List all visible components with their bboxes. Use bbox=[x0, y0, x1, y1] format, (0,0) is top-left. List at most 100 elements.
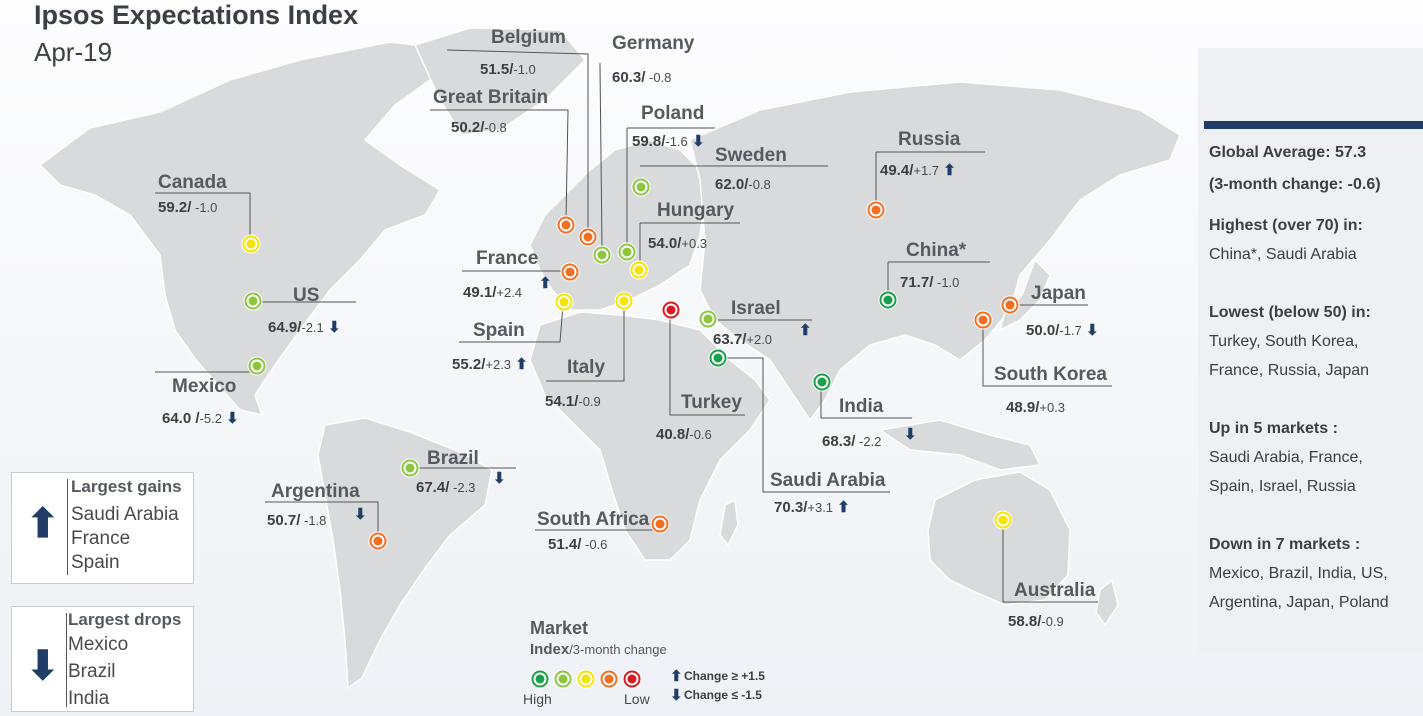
lowest-list-1: Turkey, South Korea, bbox=[1209, 333, 1359, 350]
marker-australia-ring bbox=[996, 513, 1010, 527]
australia-landmass bbox=[927, 471, 1071, 606]
lowest-heading: Lowest (below 50) in: bbox=[1209, 304, 1371, 321]
value-israel: 63.7/+2.0 bbox=[713, 331, 773, 348]
label-belgium: Belgium bbox=[491, 27, 566, 48]
up-list-1: Saudi Arabia, France, bbox=[1209, 449, 1363, 466]
legend-high: High bbox=[523, 691, 552, 707]
up-list-2: Spain, Israel, Russia bbox=[1209, 478, 1356, 495]
value-spain: 55.2/+2.3 ⬆ bbox=[452, 356, 528, 373]
marker-russia-ring bbox=[869, 203, 883, 217]
value-poland: 59.8/-1.6 ⬇ bbox=[632, 133, 705, 150]
marker-italy-ring bbox=[617, 294, 631, 308]
indonesia-landmass bbox=[878, 419, 1042, 471]
up-heading: Up in 5 markets : bbox=[1209, 420, 1338, 437]
marker-germany-ring bbox=[595, 248, 609, 262]
down-arrow-icon: ⬇ bbox=[327, 319, 341, 336]
lowest-list-2: France, Russia, Japan bbox=[1209, 362, 1370, 379]
label-mexico: Mexico bbox=[172, 376, 237, 397]
marker-argentina-ring bbox=[371, 534, 385, 548]
gains-item: Spain bbox=[71, 552, 120, 573]
page-subtitle: Apr-19 bbox=[34, 37, 113, 67]
gains-item: Saudi Arabia bbox=[71, 504, 179, 525]
label-spain: Spain bbox=[473, 320, 525, 341]
down-arrow-icon: ⬇ bbox=[691, 133, 705, 150]
india-down-arrow-icon: ⬇ bbox=[904, 426, 917, 443]
marker-india-ring bbox=[815, 375, 829, 389]
value-japan: 50.0/-1.7 ⬇ bbox=[1026, 322, 1099, 339]
label-japan: Japan bbox=[1031, 283, 1086, 304]
value-brazil: 67.4/ -2.3 bbox=[416, 479, 476, 496]
label-china: China* bbox=[906, 240, 967, 261]
value-russia: 49.4/+1.7 ⬆ bbox=[880, 162, 956, 179]
page-title: Ipsos Expectations Index bbox=[34, 0, 359, 30]
label-argentina: Argentina bbox=[271, 481, 360, 502]
marker-sweden-ring bbox=[634, 180, 648, 194]
label-south-korea: South Korea bbox=[994, 364, 1107, 385]
value-germany: 60.3/ -0.8 bbox=[612, 69, 672, 86]
marker-us-ring bbox=[246, 294, 260, 308]
new-zealand-landmass bbox=[1095, 578, 1119, 627]
drops-item: Brazil bbox=[68, 661, 116, 682]
marker-hungary-ring bbox=[632, 263, 646, 277]
drops-heading: Largest drops bbox=[68, 610, 182, 629]
down-heading: Down in 7 markets : bbox=[1209, 536, 1361, 553]
legend-up-arrow-icon: ⬆ bbox=[670, 668, 683, 685]
value-argentina: 50.7/ -1.8 bbox=[267, 512, 327, 529]
label-saudi-arabia: Saudi Arabia bbox=[770, 470, 886, 491]
value-australia: 58.8/-0.9 bbox=[1008, 613, 1064, 630]
global-average: Global Average: 57.3 bbox=[1209, 144, 1367, 161]
value-south-korea: 48.9/+0.3 bbox=[1006, 399, 1066, 416]
largest-drops-box: ⬇ Largest drops Mexico Brazil India bbox=[11, 606, 194, 712]
label-israel: Israel bbox=[731, 298, 781, 319]
legend-subtitle: Index/3-month change bbox=[530, 641, 667, 658]
marker-israel-ring bbox=[701, 312, 715, 326]
drops-divider bbox=[66, 613, 67, 707]
down-arrow-icon: ⬇ bbox=[226, 410, 239, 427]
value-china: 71.7/ -1.0 bbox=[900, 274, 960, 291]
drops-item: Mexico bbox=[68, 634, 129, 655]
israel-up-arrow-icon: ⬆ bbox=[799, 322, 812, 339]
label-australia: Australia bbox=[1014, 580, 1096, 601]
markers bbox=[241, 177, 1020, 551]
south-america-landmass bbox=[317, 417, 493, 690]
gains-item: France bbox=[71, 528, 131, 549]
brazil-down-arrow-icon: ⬇ bbox=[493, 470, 506, 487]
value-italy: 54.1/-0.9 bbox=[545, 393, 601, 410]
marker-spain-ring bbox=[557, 295, 571, 309]
value-india: 68.3/ -2.2 bbox=[822, 433, 882, 450]
label-brazil: Brazil bbox=[427, 448, 479, 469]
label-turkey: Turkey bbox=[681, 392, 742, 413]
down-list-2: Argentina, Japan, Poland bbox=[1209, 594, 1389, 611]
label-great-britain: Great Britain bbox=[433, 87, 549, 108]
label-poland: Poland bbox=[641, 103, 705, 124]
value-us: 64.9/-2.1 ⬇ bbox=[268, 319, 341, 336]
marker-saudi-arabia-ring bbox=[711, 351, 725, 365]
up-arrow-icon: ⬆ bbox=[943, 162, 956, 179]
highest-heading: Highest (over 70) in: bbox=[1209, 217, 1363, 234]
marker-japan-ring bbox=[1003, 298, 1017, 312]
label-france: France bbox=[476, 248, 539, 269]
value-sweden: 62.0/-0.8 bbox=[715, 176, 771, 193]
value-saudi-arabia: 70.3/+3.1 ⬆ bbox=[774, 499, 850, 516]
value-canada: 59.2/ -1.0 bbox=[158, 199, 218, 216]
north-america-landmass bbox=[38, 41, 442, 417]
legend-title: Market bbox=[530, 618, 589, 638]
marker-china-ring bbox=[881, 293, 895, 307]
value-south-africa: 51.4/ -0.6 bbox=[548, 536, 608, 553]
drops-down-arrow-icon: ⬇ bbox=[26, 644, 60, 688]
legend-low: Low bbox=[624, 691, 650, 707]
marker-great-britain-ring bbox=[559, 218, 573, 232]
value-france: 49.1/+2.4 bbox=[463, 284, 523, 301]
marker-turkey-ring bbox=[664, 303, 678, 317]
gains-heading: Largest gains bbox=[71, 477, 182, 496]
gains-divider bbox=[67, 479, 68, 575]
summary-panel: Global Average: 57.3 (3-month change: -0… bbox=[1198, 48, 1423, 653]
marker-south-korea-ring bbox=[976, 313, 990, 327]
legend-down-arrow-icon: ⬇ bbox=[670, 687, 683, 704]
argentina-down-arrow-icon: ⬇ bbox=[354, 506, 367, 523]
label-us: US bbox=[293, 285, 320, 306]
africa-landmass bbox=[529, 311, 771, 561]
legend-down-text: Change ≤ -1.5 bbox=[684, 688, 762, 702]
up-arrow-icon: ⬆ bbox=[515, 356, 528, 373]
label-south-africa: South Africa bbox=[537, 509, 650, 530]
